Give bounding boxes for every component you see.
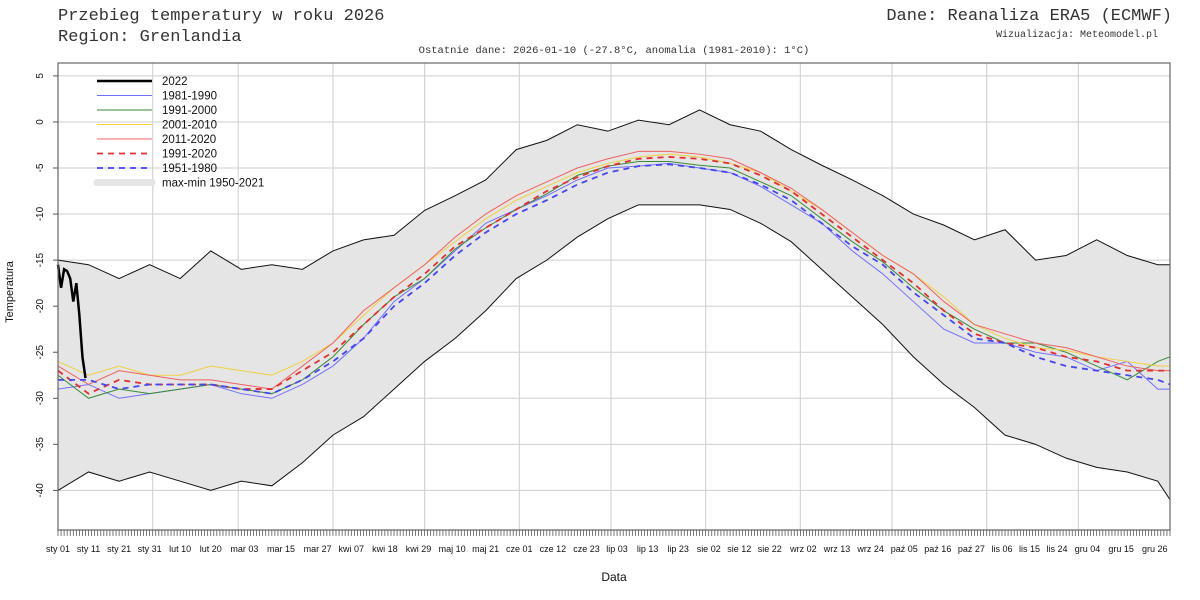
x-tick-label: gru 15	[1108, 544, 1134, 554]
legend-label: 1981-1990	[162, 91, 217, 103]
x-tick-label: wrz 02	[789, 544, 817, 554]
series-line-2011-2020	[57, 150, 1170, 390]
y-axis-label: Temperatura	[4, 260, 16, 323]
y-tick-label: -20	[35, 299, 46, 314]
y-tick-label: 5	[35, 73, 46, 79]
x-tick-label: maj 21	[472, 544, 499, 554]
y-tick-label: -5	[35, 163, 46, 172]
x-tick-label: mar 15	[267, 544, 295, 554]
series-line-1951-1980	[58, 163, 1171, 395]
chart-region: Region: Grenlandia	[58, 28, 242, 47]
x-tick-label: lut 10	[169, 544, 191, 554]
x-tick-label: gru 26	[1142, 544, 1168, 554]
y-tick-label: -35	[35, 437, 46, 452]
x-tick-label: sie 12	[727, 544, 751, 554]
y-tick-label: -25	[35, 345, 46, 360]
x-tick-label: lis 06	[991, 544, 1012, 554]
x-tick-label: cze 12	[540, 544, 567, 554]
x-tick-label: lut 20	[200, 544, 222, 554]
x-tick-label: cze 01	[506, 544, 533, 554]
x-tick-label: lip 03	[606, 544, 628, 554]
series-line-2001-2010	[57, 153, 1170, 376]
x-tick-label: sty 21	[107, 544, 131, 554]
y-tick-label: -30	[35, 391, 46, 406]
x-tick-label: mar 27	[304, 544, 332, 554]
x-tick-label: lip 23	[667, 544, 689, 554]
legend-label: 2001-2010	[162, 120, 217, 132]
data-source: Dane: Reanaliza ERA5 (ECMWF)	[886, 7, 1172, 26]
legend: 2022 1981-1990 1991-2000 2001-2010 2011-2020…	[93, 76, 264, 190]
y-tick-label: 0	[35, 119, 46, 125]
x-tick-label: kwi 07	[339, 544, 365, 554]
x-minor-ticks	[57, 530, 1171, 536]
series-line-current	[56, 264, 87, 379]
y-tick-label: -40	[35, 483, 46, 498]
x-tick-label: wrz 13	[823, 544, 851, 554]
x-tick-label: gru 04	[1075, 544, 1101, 554]
legend-label: 1991-2000	[162, 105, 217, 117]
x-tick-label: paź 16	[924, 544, 951, 554]
legend-label: 1991-2020	[162, 149, 217, 161]
x-tick-label: mar 03	[230, 544, 258, 554]
series-layer	[56, 150, 1171, 399]
x-tick-label: wrz 24	[856, 544, 884, 554]
y-tick-label: -15	[35, 252, 46, 267]
x-tick-label: sty 01	[46, 544, 70, 554]
axes: 5 0 -5 -10 -15 -20 -25 -30 -35 -40 sty 01 sty 11 sty…	[35, 62, 1171, 554]
max-min-band	[58, 109, 1170, 500]
x-tick-label: cze 23	[573, 544, 600, 554]
x-tick-label: paź 27	[958, 544, 985, 554]
x-tick-label: sie 02	[697, 544, 721, 554]
x-tick-label: sty 31	[138, 544, 162, 554]
legend-label: 2011-2020	[162, 134, 216, 146]
x-tick-label: lis 24	[1046, 544, 1067, 554]
x-tick-label: paź 05	[891, 544, 918, 554]
x-tick-label: lip 13	[637, 544, 659, 554]
chart-subtitle: Ostatnie dane: 2026-01-10 (-27.8°C, anom…	[419, 45, 810, 57]
min-line	[57, 204, 1171, 500]
y-tick-label: -10	[35, 206, 46, 221]
x-tick-label: maj 10	[439, 544, 466, 554]
legend-label: 2022	[162, 76, 188, 88]
x-tick-label: lis 15	[1019, 544, 1040, 554]
x-tick-label: sty 11	[77, 544, 100, 554]
band-layer	[57, 109, 1171, 500]
x-tick-label: kwi 29	[406, 544, 432, 554]
x-tick-label: kwi 18	[372, 544, 398, 554]
x-tick-label: sie 22	[758, 544, 782, 554]
chart-title: Przebieg temperatury w roku 2026	[58, 7, 384, 26]
credit: Wizualizacja: Meteomodel.pl	[996, 29, 1158, 41]
legend-label: 1951-1980	[162, 163, 217, 175]
legend-label: max-min 1950-2021	[162, 178, 264, 190]
max-line	[57, 109, 1170, 280]
x-axis-label: Data	[601, 570, 627, 584]
